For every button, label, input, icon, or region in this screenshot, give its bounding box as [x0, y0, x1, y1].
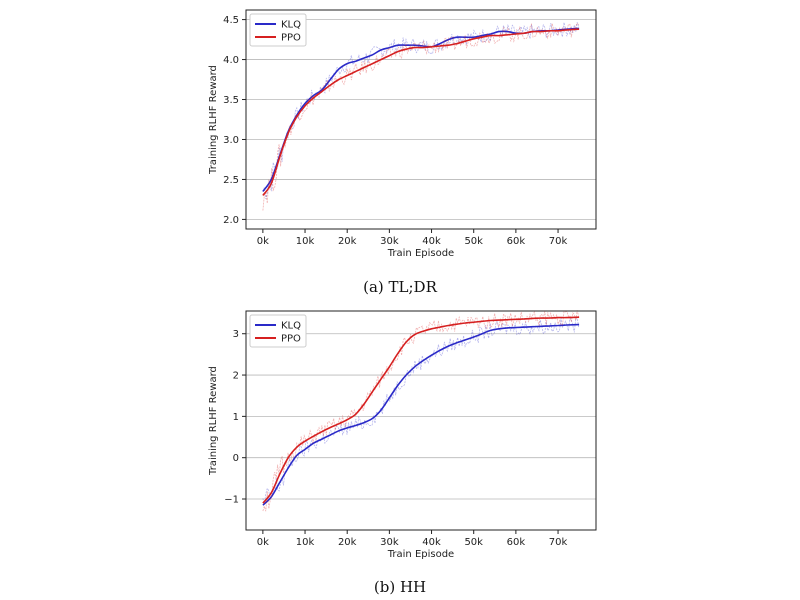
x-axis-label: Train Episode [387, 248, 454, 259]
x-axis-label: Train Episode [387, 549, 454, 560]
y-tick-label: 4.0 [223, 55, 239, 66]
legend-label-ppo: PPO [281, 33, 301, 44]
y-axis-label: Training RLHF Reward [208, 366, 219, 476]
x-tick-label: 70k [549, 537, 568, 548]
y-tick-label: 1 [233, 412, 239, 423]
x-tick-label: 20k [338, 537, 357, 548]
series-line-ppo [262, 28, 580, 196]
x-tick-label: 30k [380, 236, 399, 247]
x-tick-label: 40k [422, 236, 441, 247]
y-axis-ticks: 2.0 2.5 3.0 3.5 4.0 4.5 [223, 15, 246, 226]
legend: KLQ PPO [249, 13, 307, 47]
series-raw-trace-ppo [262, 22, 579, 211]
x-tick-label: 10k [296, 236, 315, 247]
x-tick-label: 60k [507, 537, 526, 548]
y-axis-ticks: −1 0 1 2 3 [224, 329, 246, 506]
y-tick-label: 0 [233, 453, 239, 464]
x-tick-label: 50k [464, 537, 483, 548]
legend-label-klq: KLQ [281, 321, 301, 332]
chart-panel-hh: 0k 10k 20k 30k 40k 50k 60k 70k −1 0 1 2 3 Train Epi… [208, 310, 597, 596]
legend-label-ppo: PPO [281, 334, 301, 345]
plot-frame [245, 310, 597, 531]
x-tick-label: 20k [338, 236, 357, 247]
caption-tldr: (a) TL;DR [363, 278, 437, 296]
y-tick-label: 2.0 [223, 215, 239, 226]
y-tick-label: 3 [233, 329, 239, 340]
grid-lines [246, 333, 596, 500]
y-tick-label: 2.5 [223, 175, 239, 186]
y-axis-label: Training RLHF Reward [208, 65, 219, 175]
series-raw-trace-klq [262, 316, 580, 505]
plot-frame [245, 9, 597, 230]
x-tick-label: 30k [380, 537, 399, 548]
series-line-klq [262, 323, 580, 506]
y-tick-label: 2 [233, 371, 239, 382]
caption-hh: (b) HH [374, 578, 426, 596]
x-tick-label: 60k [507, 236, 526, 247]
series-lines [262, 22, 580, 211]
series-line-ppo [262, 316, 580, 504]
x-tick-label: 10k [296, 537, 315, 548]
x-tick-label: 0k [257, 537, 269, 548]
series-line-klq [262, 27, 580, 192]
y-tick-label: 4.5 [223, 15, 239, 26]
series-raw-trace-ppo [262, 310, 580, 512]
y-tick-label: 3.0 [223, 135, 239, 146]
chart-panel-tldr: 0k 10k 20k 30k 40k 50k 60k 70k 2.0 2.5 3.0 3.5 4.0 4… [208, 9, 597, 296]
y-tick-label: 3.5 [223, 95, 239, 106]
grid-lines [246, 19, 596, 220]
x-tick-label: 0k [257, 236, 269, 247]
x-tick-label: 50k [464, 236, 483, 247]
x-tick-label: 40k [422, 537, 441, 548]
x-axis-ticks: 0k 10k 20k 30k 40k 50k 60k 70k [257, 229, 568, 247]
series-raw-trace-klq [262, 22, 580, 200]
x-axis-ticks: 0k 10k 20k 30k 40k 50k 60k 70k [257, 530, 568, 548]
y-tick-label: −1 [224, 495, 239, 506]
legend-label-klq: KLQ [281, 20, 301, 31]
series-lines [262, 310, 580, 512]
legend: KLQ PPO [249, 314, 307, 348]
x-tick-label: 70k [549, 236, 568, 247]
